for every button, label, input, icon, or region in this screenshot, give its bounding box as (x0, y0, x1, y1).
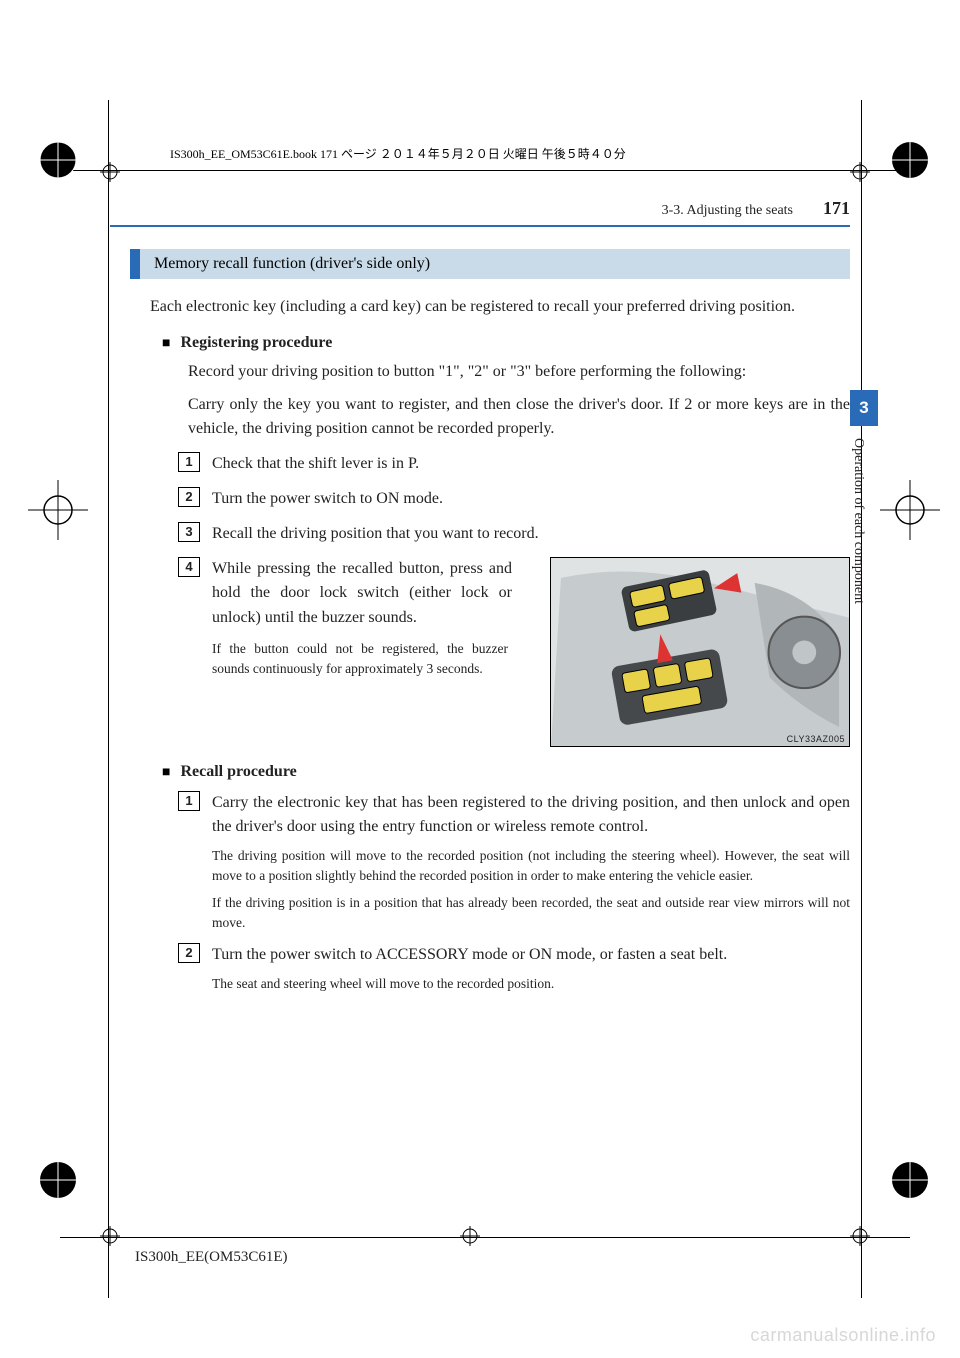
square-bullet-icon: ■ (162, 765, 170, 780)
page-number: 171 (823, 198, 850, 219)
registering-heading: ■ Registering procedure (130, 334, 850, 352)
step-text: Carry the electronic key that has been r… (212, 791, 850, 841)
crop-guide (861, 100, 862, 1298)
registration-mark (28, 130, 88, 190)
registration-dot (850, 1226, 870, 1246)
step-number-icon: 3 (178, 522, 200, 542)
registration-dot (100, 162, 120, 182)
chapter-label: Operation of each component (850, 426, 866, 666)
step-text: While pressing the recalled button, pres… (212, 557, 512, 631)
crop-guide (60, 170, 910, 171)
square-bullet-icon: ■ (162, 336, 170, 351)
recall-step1-note2: If the driving position is in a position… (130, 893, 850, 934)
step-number-icon: 2 (178, 487, 200, 507)
step-text: Turn the power switch to ON mode. (212, 487, 443, 512)
chapter-tab: 3 Operation of each component (850, 390, 878, 666)
recall-heading: ■ Recall procedure (130, 763, 850, 781)
step-item: 1 Check that the shift lever is in P. (130, 452, 850, 477)
watermark: carmanualsonline.info (750, 1325, 936, 1346)
section-title-bar: Memory recall function (driver's side on… (130, 249, 850, 279)
registration-dot (100, 1226, 120, 1246)
registering-p2: Carry only the key you want to register,… (130, 393, 850, 443)
figure-code: CLY33AZ005 (787, 734, 845, 744)
running-head: 3-3. Adjusting the seats 171 (130, 198, 850, 219)
crop-guide (108, 100, 109, 1298)
recall-step2-note: The seat and steering wheel will move to… (130, 974, 850, 994)
step-item: 2 Turn the power switch to ACCESSORY mod… (130, 943, 850, 968)
intro-paragraph: Each electronic key (including a card ke… (130, 295, 850, 320)
source-file-header: IS300h_EE_OM53C61E.book 171 ページ ２０１４年５月２… (170, 145, 626, 162)
registration-mark (880, 480, 940, 540)
step-number-icon: 4 (178, 557, 200, 577)
registration-dot (460, 1226, 480, 1246)
step-text: Turn the power switch to ACCESSORY mode … (212, 943, 727, 968)
registration-mark (28, 480, 88, 540)
page-content: 3-3. Adjusting the seats 171 Memory reca… (130, 198, 850, 994)
step-number-icon: 1 (178, 452, 200, 472)
registration-dot (850, 162, 870, 182)
step-number-icon: 2 (178, 943, 200, 963)
header-rule (110, 225, 850, 227)
footer-doc-code: IS300h_EE(OM53C61E) (135, 1249, 288, 1266)
chapter-number: 3 (850, 390, 878, 426)
step4-note: If the button could not be registered, t… (178, 639, 508, 680)
step-text: Recall the driving position that you wan… (212, 522, 539, 547)
section-title: Memory recall function (driver's side on… (154, 255, 430, 272)
crop-guide (60, 1237, 910, 1238)
recall-step1-note1: The driving position will move to the re… (130, 846, 850, 887)
step-item: 2 Turn the power switch to ON mode. (130, 487, 850, 512)
step-item: 3 Recall the driving position that you w… (130, 522, 850, 547)
section-path: 3-3. Adjusting the seats (662, 203, 793, 219)
registration-mark (880, 1150, 940, 1210)
step-item: 4 While pressing the recalled button, pr… (178, 557, 532, 631)
registration-mark (880, 130, 940, 190)
step-number-icon: 1 (178, 791, 200, 811)
registering-p1: Record your driving position to button "… (130, 360, 850, 385)
step4-with-figure: 4 While pressing the recalled button, pr… (130, 557, 850, 747)
step-text: Check that the shift lever is in P. (212, 452, 419, 477)
registration-mark (28, 1150, 88, 1210)
door-switch-figure: CLY33AZ005 (550, 557, 850, 747)
step-item: 1 Carry the electronic key that has been… (130, 791, 850, 841)
